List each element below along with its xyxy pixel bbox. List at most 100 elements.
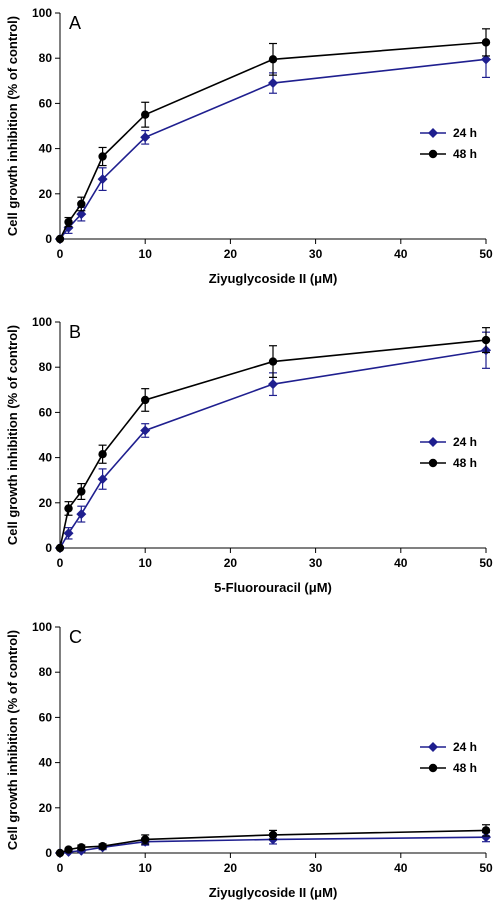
legend-marker-diamond: [428, 128, 438, 138]
panel-label: B: [69, 322, 81, 342]
y-tick-label: 0: [45, 232, 52, 246]
data-point-circle: [55, 543, 65, 553]
data-point-circle: [98, 152, 107, 161]
legend-label: 48 h: [453, 147, 477, 161]
y-tick-label: 80: [39, 360, 53, 374]
series-24h: [55, 331, 491, 553]
y-axis-title: Cell growth inhibition (% of control): [5, 630, 20, 850]
chart-panel-b: 0 20 40 60 80 100 0 10 20 30 40 50 5-Fluorouracil (μ…: [5, 315, 493, 595]
y-tick-label: 60: [39, 96, 53, 110]
x-tick-label: 40: [394, 247, 408, 261]
data-point-circle: [55, 234, 65, 244]
y-tick-label: 0: [45, 846, 52, 860]
data-point-circle: [481, 826, 491, 835]
data-point-circle: [64, 504, 73, 513]
y-tick-label: 80: [39, 665, 53, 679]
panel-label: C: [69, 627, 82, 647]
legend: 24 h 48 h: [420, 126, 477, 161]
x-tick-label: 20: [224, 247, 238, 261]
chart-panel-c: 0 20 40 60 80 100 0 10 20 30 40 50 Ziyuglycoside II …: [5, 620, 493, 900]
x-tick-label: 20: [224, 861, 238, 875]
data-point-circle: [141, 835, 150, 844]
y-tick-label: 80: [39, 51, 53, 65]
panel-label: A: [69, 13, 81, 33]
y-tick-label: 20: [39, 496, 53, 510]
x-tick-label: 40: [394, 556, 408, 570]
series-48h: [55, 824, 491, 858]
legend-label: 48 h: [453, 456, 477, 470]
x-tick-label: 40: [394, 861, 408, 875]
y-tick-label: 40: [39, 756, 53, 770]
x-axis-title: 5-Fluorouracil (μM): [214, 580, 332, 595]
data-point-circle: [77, 843, 86, 852]
data-point-circle: [64, 217, 73, 227]
y-tick-label: 100: [32, 6, 52, 20]
x-axis-title: Ziyuglycoside II (μM): [209, 271, 338, 286]
x-tick-label: 30: [309, 247, 323, 261]
data-point-circle: [64, 845, 73, 854]
data-point-circle: [481, 38, 491, 47]
data-point-circle: [141, 395, 150, 405]
y-tick-label: 0: [45, 541, 52, 555]
legend-marker-circle: [428, 458, 438, 468]
legend: 24 h 48 h: [420, 740, 477, 775]
data-point-circle: [77, 487, 86, 496]
series-48h: [55, 327, 491, 553]
y-tick-label: 100: [32, 315, 52, 329]
x-tick-label: 20: [224, 556, 238, 570]
data-point-diamond: [76, 209, 87, 220]
data-point-circle: [55, 848, 65, 858]
data-point-diamond: [481, 832, 491, 843]
data-point-diamond: [268, 78, 278, 89]
series-48h: [55, 28, 491, 244]
x-tick-label: 10: [139, 556, 153, 570]
data-point-circle: [481, 335, 491, 345]
data-point-circle: [77, 199, 86, 209]
legend-marker-circle: [428, 149, 438, 159]
y-tick-label: 60: [39, 405, 53, 419]
x-tick-label: 30: [309, 556, 323, 570]
data-point-diamond: [140, 132, 151, 143]
data-point-circle: [268, 55, 278, 64]
chart-panel-a: 0 20 40 60 80 100 0 10 20 30 40 50 Ziyuglycoside II …: [5, 6, 493, 286]
legend-label: 24 h: [453, 740, 477, 754]
data-point-diamond: [268, 379, 278, 390]
data-point-diamond: [481, 54, 491, 65]
legend-marker-diamond: [428, 742, 438, 752]
x-tick-label: 0: [57, 247, 64, 261]
data-point-circle: [141, 110, 150, 119]
data-point-circle: [268, 830, 278, 840]
data-point-circle: [98, 450, 107, 459]
legend: 24 h 48 h: [420, 435, 477, 470]
x-tick-label: 50: [479, 861, 493, 875]
data-point-diamond: [63, 528, 74, 539]
y-tick-label: 20: [39, 801, 53, 815]
y-axis-title: Cell growth inhibition (% of control): [5, 325, 20, 545]
data-point-diamond: [97, 174, 108, 185]
x-tick-label: 0: [57, 556, 64, 570]
x-tick-label: 10: [139, 861, 153, 875]
data-point-diamond: [76, 509, 87, 520]
legend-label: 24 h: [453, 435, 477, 449]
x-tick-label: 50: [479, 556, 493, 570]
x-tick-label: 10: [139, 247, 153, 261]
data-point-diamond: [140, 425, 151, 436]
x-tick-label: 0: [57, 861, 64, 875]
y-tick-label: 40: [39, 451, 53, 465]
data-point-circle: [268, 357, 278, 366]
y-tick-label: 40: [39, 142, 53, 156]
legend-label: 24 h: [453, 126, 477, 140]
x-tick-label: 30: [309, 861, 323, 875]
y-tick-label: 100: [32, 620, 52, 634]
data-point-diamond: [97, 474, 108, 485]
legend-marker-diamond: [428, 437, 438, 447]
y-axis-title: Cell growth inhibition (% of control): [5, 16, 20, 236]
y-tick-label: 60: [39, 710, 53, 724]
legend-marker-circle: [428, 763, 438, 773]
data-point-circle: [98, 842, 107, 851]
legend-label: 48 h: [453, 761, 477, 775]
x-axis-title: Ziyuglycoside II (μM): [209, 885, 338, 900]
y-tick-label: 20: [39, 187, 53, 201]
x-tick-label: 50: [479, 247, 493, 261]
